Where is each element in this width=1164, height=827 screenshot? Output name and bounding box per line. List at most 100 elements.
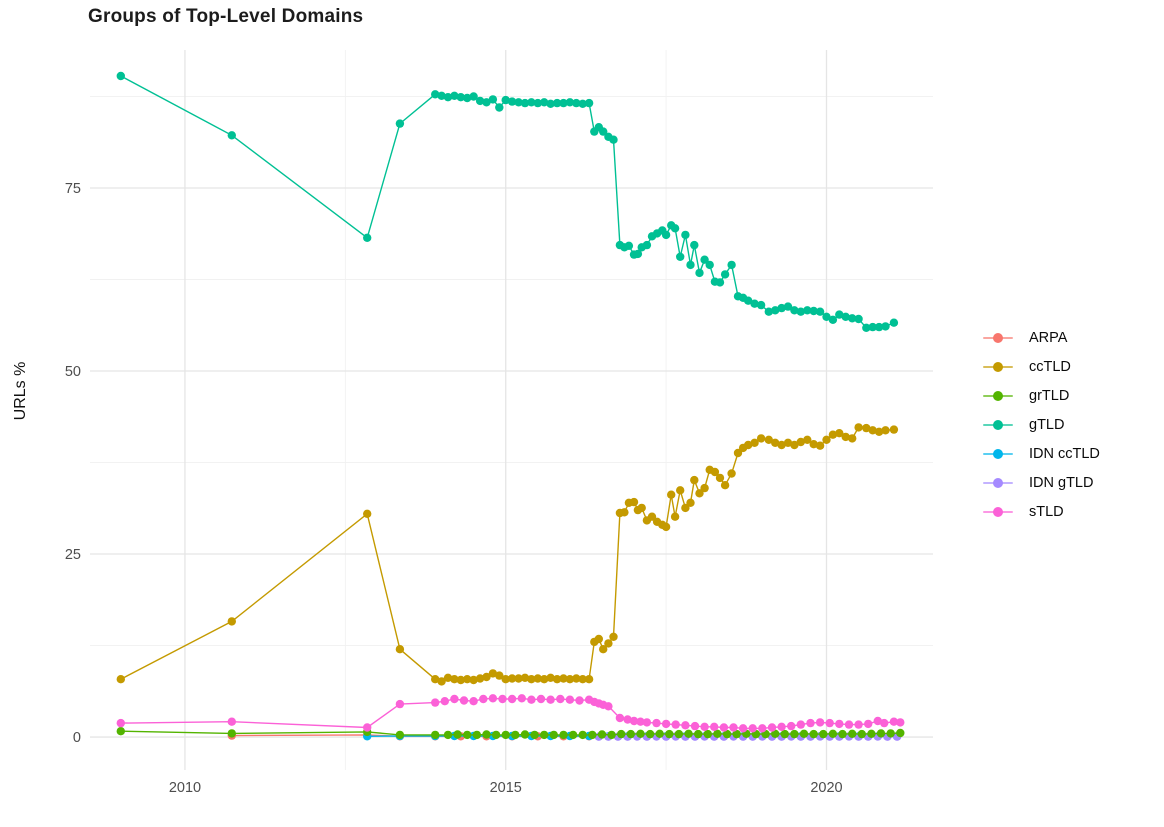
data-point-gtld — [715, 278, 725, 287]
data-point-gtld — [501, 95, 510, 105]
data-point-grtld — [482, 730, 491, 739]
data-point-grtld — [540, 730, 549, 740]
data-point-stld — [710, 722, 719, 731]
data-point-stld — [815, 718, 825, 727]
data-point-grtld — [732, 729, 741, 739]
data-point-stld — [469, 697, 478, 706]
legend-key-icon — [983, 418, 1013, 432]
data-point-stld — [116, 718, 126, 728]
data-point-gtld — [809, 306, 818, 316]
data-point-cctld — [552, 675, 562, 684]
data-point-grtld — [431, 730, 440, 740]
data-point-gtld — [463, 93, 472, 103]
data-point-gtld — [450, 91, 459, 101]
data-point-gtld — [681, 230, 690, 240]
data-point-gtld — [443, 93, 453, 102]
data-point-cctld — [777, 440, 786, 450]
data-point-stld — [873, 716, 882, 726]
data-point-stld — [719, 723, 729, 732]
data-point-gtld — [744, 296, 753, 305]
data-point-stld — [738, 724, 748, 733]
data-point-stld — [835, 719, 844, 729]
data-point-grtld — [463, 730, 472, 740]
data-point-grtld — [559, 730, 568, 740]
data-point-gtld — [700, 255, 709, 264]
data-point-grtld — [694, 729, 703, 739]
legend-label: IDN ccTLD — [1029, 445, 1100, 462]
data-point-cctld — [815, 441, 825, 450]
y-tick-label: 50 — [65, 364, 81, 380]
legend-key-icon — [983, 447, 1013, 461]
data-point-cctld — [848, 434, 857, 443]
data-point-cctld — [727, 469, 736, 478]
y-tick-label: 0 — [73, 730, 81, 746]
data-point-gtld — [578, 99, 587, 109]
data-point-grtld — [655, 729, 664, 738]
data-point-grtld — [857, 729, 866, 739]
data-point-gtld — [705, 260, 714, 270]
legend-key-icon — [983, 389, 1013, 403]
data-point-grtld — [799, 729, 809, 738]
data-point-cctld — [469, 675, 478, 685]
legend-label: grTLD — [1029, 387, 1070, 404]
data-point-grtld — [626, 729, 635, 739]
data-point-cctld — [710, 467, 720, 477]
data-point-stld — [565, 695, 575, 704]
data-point-gtld — [771, 306, 780, 315]
data-point-cctld — [599, 645, 608, 654]
data-point-grtld — [443, 730, 453, 740]
data-point-grtld — [809, 729, 818, 739]
legend-item-stld: sTLD — [983, 497, 1100, 526]
data-point-gtld — [495, 103, 504, 112]
data-point-gtld — [720, 270, 730, 279]
data-point-grtld — [828, 729, 838, 738]
data-point-cctld — [629, 497, 639, 507]
data-point-cctld — [796, 437, 805, 447]
data-point-grtld — [597, 730, 607, 739]
data-point-gtld — [624, 241, 634, 250]
data-point-stld — [536, 694, 546, 704]
data-point-cctld — [572, 674, 581, 683]
data-point-gtld — [431, 90, 440, 99]
data-point-cctld — [661, 522, 671, 532]
data-point-cctld — [609, 632, 618, 641]
data-point-cctld — [828, 430, 838, 439]
data-point-gtld — [764, 307, 773, 316]
data-point-cctld — [670, 512, 680, 521]
data-point-cctld — [437, 677, 446, 686]
data-point-gtld — [854, 314, 863, 324]
data-point-stld — [604, 702, 613, 711]
data-point-stld — [748, 724, 757, 733]
data-point-cctld — [681, 503, 690, 513]
data-point-gtld — [822, 312, 831, 321]
data-point-cctld — [771, 438, 780, 447]
data-point-grtld — [790, 729, 799, 739]
data-point-stld — [729, 723, 738, 732]
data-point-gtld — [584, 98, 594, 108]
data-point-stld — [767, 723, 777, 732]
data-point-gtld — [609, 135, 618, 144]
chart-title: Groups of Top-Level Domains — [88, 6, 364, 27]
data-point-cctld — [578, 675, 587, 684]
data-point-stld — [642, 718, 652, 727]
data-point-grtld — [530, 730, 539, 740]
data-point-stld — [777, 722, 786, 731]
data-point-cctld — [790, 440, 799, 450]
data-point-gtld — [862, 323, 871, 332]
data-point-cctld — [637, 503, 646, 513]
data-point-cctld — [822, 435, 831, 444]
data-point-cctld — [695, 489, 704, 498]
data-point-stld — [806, 718, 815, 728]
data-point-stld — [854, 720, 863, 729]
x-tick-label: 2020 — [810, 780, 842, 796]
legend: ARPA ccTLD grTLD gTLD IDN ccTLD IDN gTLD sTLD — [983, 323, 1100, 526]
data-point-stld — [527, 695, 536, 704]
data-point-stld — [479, 694, 488, 704]
data-point-cctld — [594, 634, 603, 644]
data-point-cctld — [700, 483, 709, 493]
legend-item-idn-cctld: IDN ccTLD — [983, 439, 1100, 468]
data-point-stld — [864, 719, 873, 729]
data-point-stld — [636, 717, 645, 726]
data-point-gtld — [507, 97, 517, 106]
data-point-cctld — [889, 425, 899, 434]
